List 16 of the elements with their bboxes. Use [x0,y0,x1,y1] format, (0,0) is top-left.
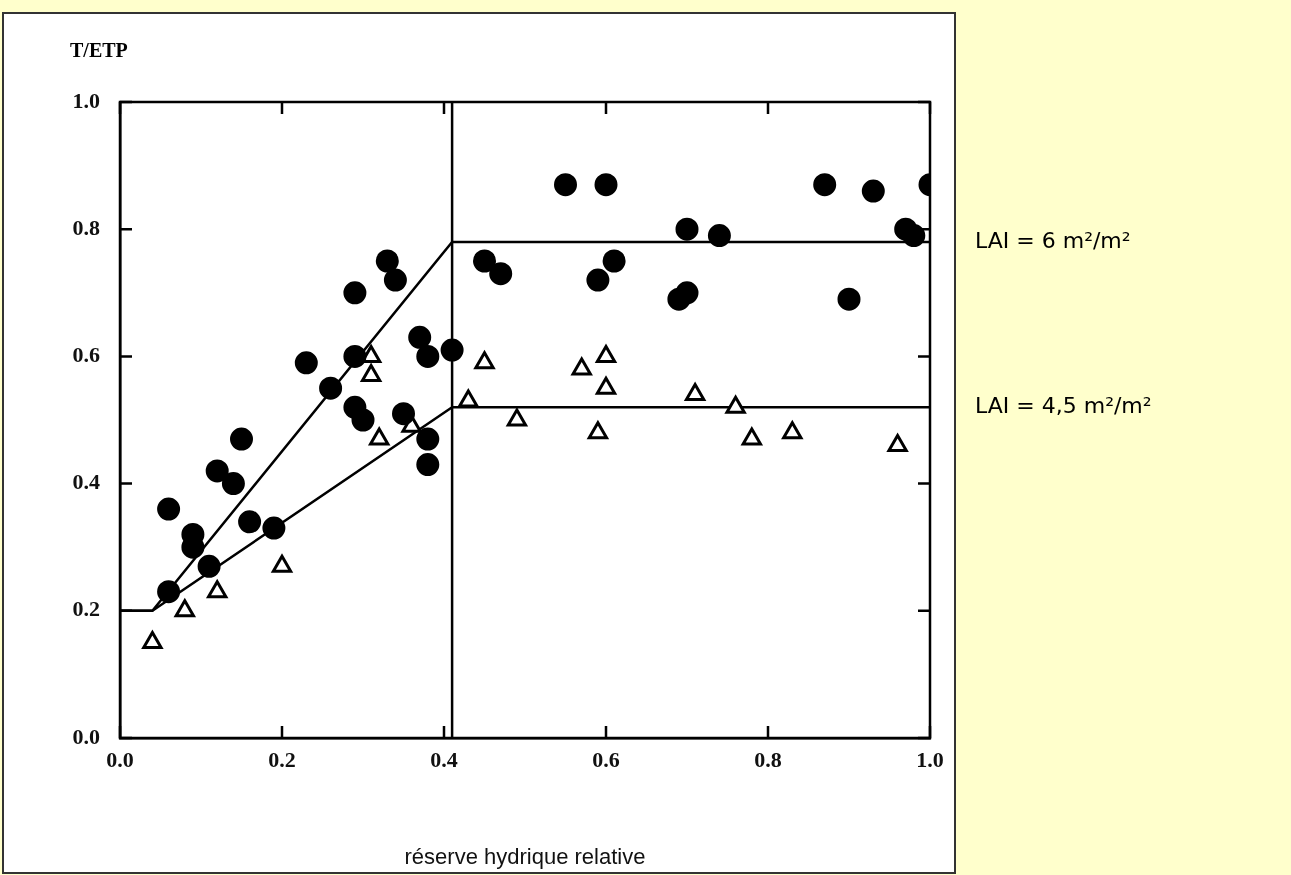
x-tick-label: 0.2 [268,746,296,772]
y-tick-label: 0.8 [72,214,100,240]
x-axis-title: réserve hydrique relative [404,843,646,869]
x-tick-label: 1.0 [916,746,944,772]
y-tick-label: 0.6 [72,342,100,368]
x-tick-label: 0.0 [106,746,134,772]
y-tick-label: 0.0 [72,723,100,749]
y-axis-title: T/ETP [70,39,128,62]
y-tick-label: 1.0 [72,87,100,113]
x-tick-label: 0.6 [592,746,620,772]
y-tick-label: 0.4 [72,469,100,495]
y-tick-label: 0.2 [72,596,100,622]
annotation: LAI = 6 m²/m² [975,227,1131,253]
annotation: LAI = 4,5 m²/m² [975,393,1152,418]
x-tick-label: 0.8 [754,746,782,772]
x-tick-label: 0.4 [430,746,458,772]
